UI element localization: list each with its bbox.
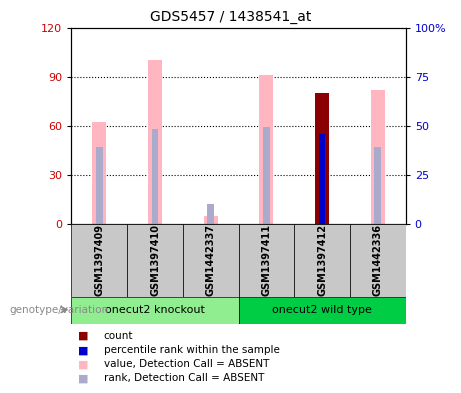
- Text: ■: ■: [78, 345, 89, 355]
- Text: GSM1442337: GSM1442337: [206, 224, 216, 296]
- Bar: [183, 224, 238, 297]
- Bar: [204, 216, 218, 224]
- Bar: [152, 129, 159, 224]
- Bar: [374, 147, 381, 224]
- Bar: [238, 297, 406, 324]
- Text: onecut2 wild type: onecut2 wild type: [272, 305, 372, 316]
- Bar: [71, 224, 127, 297]
- Text: ■: ■: [78, 331, 89, 341]
- Text: value, Detection Call = ABSENT: value, Detection Call = ABSENT: [104, 359, 269, 369]
- Bar: [127, 224, 183, 297]
- Bar: [96, 147, 103, 224]
- Text: GDS5457 / 1438541_at: GDS5457 / 1438541_at: [150, 10, 311, 24]
- Bar: [371, 90, 385, 224]
- Text: rank, Detection Call = ABSENT: rank, Detection Call = ABSENT: [104, 373, 264, 384]
- Text: GSM1397412: GSM1397412: [317, 224, 327, 296]
- Bar: [148, 60, 162, 224]
- Bar: [238, 224, 294, 297]
- Text: GSM1397410: GSM1397410: [150, 224, 160, 296]
- Bar: [92, 123, 106, 224]
- Bar: [71, 297, 239, 324]
- Text: percentile rank within the sample: percentile rank within the sample: [104, 345, 280, 355]
- Bar: [319, 134, 325, 224]
- Bar: [315, 93, 329, 224]
- Text: genotype/variation: genotype/variation: [9, 305, 108, 315]
- Text: GSM1397411: GSM1397411: [261, 224, 272, 296]
- Text: onecut2 knockout: onecut2 knockout: [105, 305, 205, 316]
- Text: ■: ■: [78, 373, 89, 384]
- Bar: [260, 75, 273, 224]
- Text: GSM1442336: GSM1442336: [373, 224, 383, 296]
- Bar: [294, 224, 350, 297]
- Text: ■: ■: [78, 359, 89, 369]
- Bar: [263, 127, 270, 224]
- Bar: [350, 224, 406, 297]
- Bar: [207, 204, 214, 224]
- Text: GSM1397409: GSM1397409: [95, 224, 104, 296]
- Text: count: count: [104, 331, 133, 341]
